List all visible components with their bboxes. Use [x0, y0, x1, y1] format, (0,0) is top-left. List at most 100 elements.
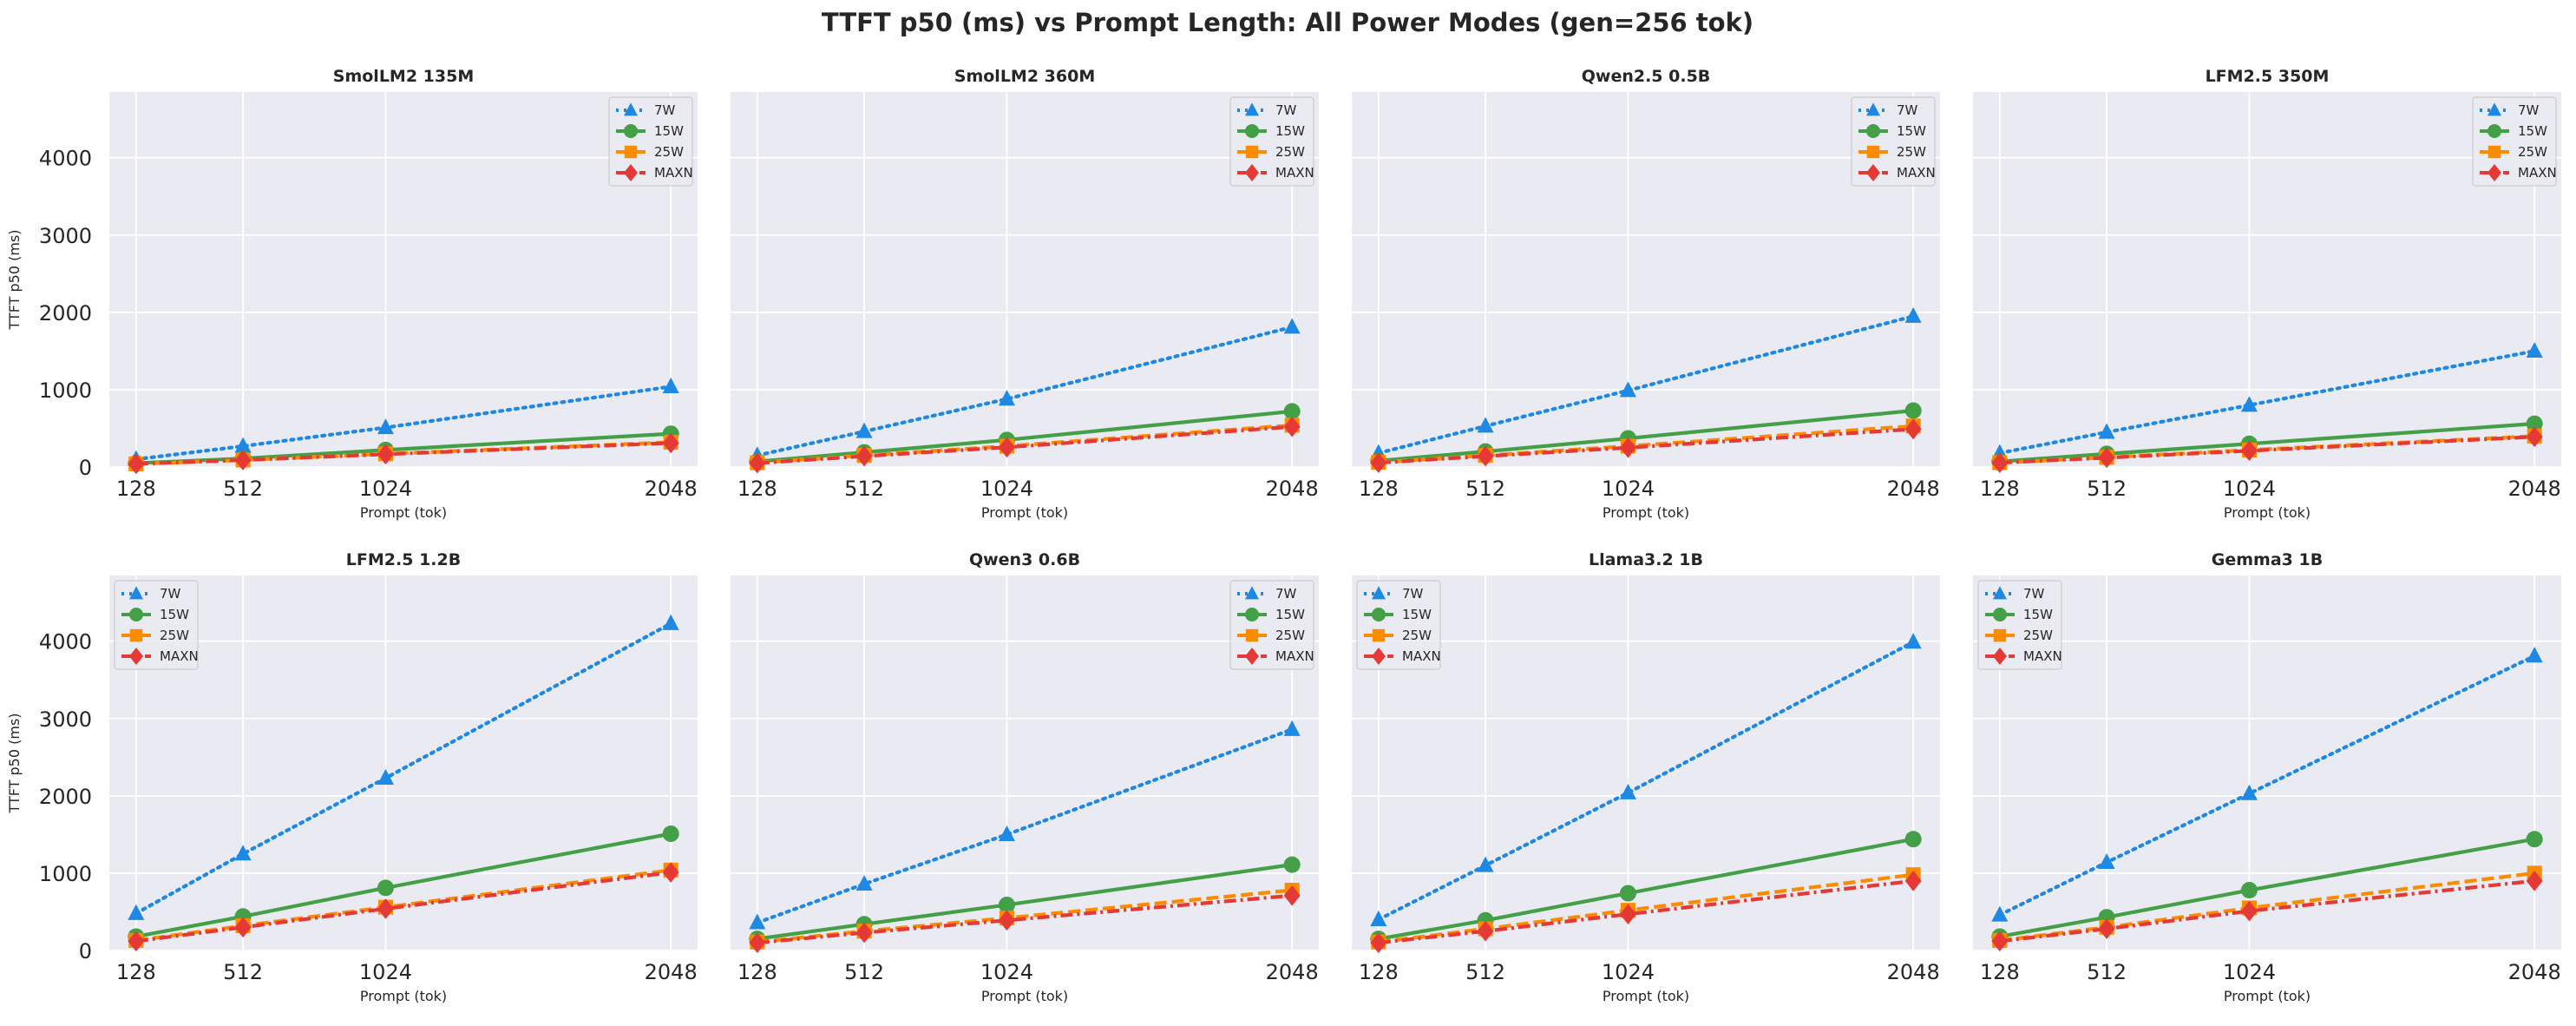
- series-line-maxn: [1999, 435, 2535, 465]
- legend-marker: [1866, 164, 1880, 181]
- panel-title: Qwen3 0.6B: [969, 550, 1080, 569]
- legend-box: [1977, 580, 2062, 670]
- data-point-maxn: [1619, 437, 1636, 458]
- x-tick-label: 2048: [1266, 960, 1319, 984]
- x-tick-label: 128: [116, 960, 156, 984]
- data-point-maxn: [2098, 447, 2115, 469]
- data-point-maxn: [1991, 931, 2009, 952]
- x-tick-label: 2048: [2508, 477, 2561, 501]
- legend-label: 7W: [160, 586, 181, 602]
- panel-title: Qwen2.5 0.5B: [1582, 67, 1711, 86]
- legend-label: MAXN: [1275, 165, 1314, 181]
- data-point-maxn: [1904, 870, 1922, 891]
- legend-label: 15W: [160, 607, 189, 622]
- data-point-15w: [2526, 831, 2543, 848]
- legend-label: 7W: [1897, 102, 1918, 118]
- legend-label: 25W: [1275, 144, 1305, 160]
- x-tick-label: 2048: [1266, 477, 1319, 501]
- y-tick-label: 4000: [39, 630, 92, 654]
- plot-area: [109, 92, 698, 467]
- x-axis-label: Prompt (tok): [2224, 504, 2311, 521]
- legend-marker: [1372, 586, 1386, 600]
- legend-box: [114, 580, 199, 670]
- legend-label: 7W: [2023, 586, 2045, 602]
- x-tick-label: 128: [737, 477, 777, 501]
- legend-box: [1229, 580, 1314, 670]
- series-line-7w: [1997, 349, 2537, 456]
- x-tick-label: 512: [1465, 477, 1505, 501]
- plot-area: [1352, 575, 1940, 950]
- plot-area: [109, 575, 698, 950]
- data-point-15w: [1283, 403, 1301, 420]
- legend-marker: [1372, 628, 1386, 642]
- data-point-15w: [998, 896, 1015, 913]
- data-point-maxn: [1904, 418, 1922, 440]
- series-line-maxn: [1378, 427, 1914, 465]
- panel-title: SmolLM2 360M: [954, 67, 1095, 86]
- data-point-7w: [2240, 396, 2258, 412]
- legend-marker: [1245, 586, 1259, 600]
- legend: 7W 15W 25W MAXN: [1977, 580, 2062, 670]
- x-tick-label: 128: [1359, 960, 1399, 984]
- y-tick-label: 2000: [39, 301, 92, 326]
- x-tick-label: 512: [223, 960, 263, 984]
- legend: 7W 15W 25W MAXN: [114, 580, 199, 670]
- data-point-7w: [2240, 784, 2258, 800]
- series-line-7w: [1376, 314, 1916, 456]
- legend-box: [2472, 96, 2557, 187]
- data-point-maxn: [2526, 426, 2543, 448]
- data-point-maxn: [377, 444, 394, 465]
- data-point-7w: [998, 390, 1015, 406]
- legend-label: 15W: [2518, 123, 2547, 139]
- y-axis-label: TTFT p50 (ms): [6, 229, 23, 330]
- legend: 7W 15W 25W MAXN: [1851, 96, 1936, 187]
- data-point-maxn: [1619, 904, 1636, 925]
- legend-marker: [1993, 586, 2007, 600]
- data-point-15w: [2526, 415, 2543, 432]
- series-line-maxn: [757, 424, 1293, 465]
- x-axis-label: Prompt (tok): [360, 504, 447, 521]
- data-point-7w: [2526, 647, 2543, 663]
- data-point-7w: [1991, 905, 2009, 922]
- legend-marker: [1372, 608, 1386, 622]
- data-point-7w: [234, 845, 252, 861]
- x-axis-label: Prompt (tok): [981, 504, 1068, 521]
- series-line-7w: [755, 727, 1295, 925]
- data-point-maxn: [1370, 452, 1387, 473]
- x-axis-label: Prompt (tok): [1603, 988, 1689, 1004]
- legend-marker: [1993, 648, 2007, 665]
- legend-marker: [624, 145, 638, 159]
- legend-marker: [129, 608, 143, 622]
- x-tick-label: 1024: [359, 960, 412, 984]
- series-line-maxn: [135, 441, 672, 466]
- legend-box: [1356, 580, 1441, 670]
- series-line-maxn: [135, 870, 672, 944]
- data-point-7w: [749, 913, 766, 930]
- legend-marker: [1245, 124, 1259, 138]
- legend-marker: [1245, 164, 1259, 181]
- legend-label: MAXN: [1897, 165, 1936, 181]
- y-tick-label: 0: [79, 456, 92, 480]
- series-line-15w: [1378, 408, 1914, 463]
- data-point-maxn: [1477, 920, 1494, 942]
- plot-area: [1973, 92, 2561, 467]
- legend-label: MAXN: [1402, 648, 1441, 664]
- data-point-maxn: [998, 910, 1015, 931]
- x-tick-label: 512: [844, 960, 884, 984]
- x-tick-label: 1024: [359, 477, 412, 501]
- series-line-15w: [757, 409, 1293, 464]
- chart-panel: LFM2.5 1.2B 128 512 1024 2048 Prompt (tok) 0 10…: [6, 550, 698, 1004]
- series-line-7w: [1997, 654, 2537, 917]
- x-tick-label: 128: [1359, 477, 1399, 501]
- x-tick-label: 1024: [2223, 960, 2276, 984]
- series-line-7w: [134, 622, 673, 916]
- legend-label: 7W: [2518, 102, 2540, 118]
- legend-marker: [2488, 124, 2501, 138]
- x-tick-label: 2048: [1887, 477, 1940, 501]
- legend-box: [608, 96, 693, 187]
- legend-label: MAXN: [654, 165, 693, 181]
- legend-marker: [129, 586, 143, 600]
- x-tick-label: 2048: [2508, 960, 2561, 984]
- data-point-7w: [1904, 306, 1922, 323]
